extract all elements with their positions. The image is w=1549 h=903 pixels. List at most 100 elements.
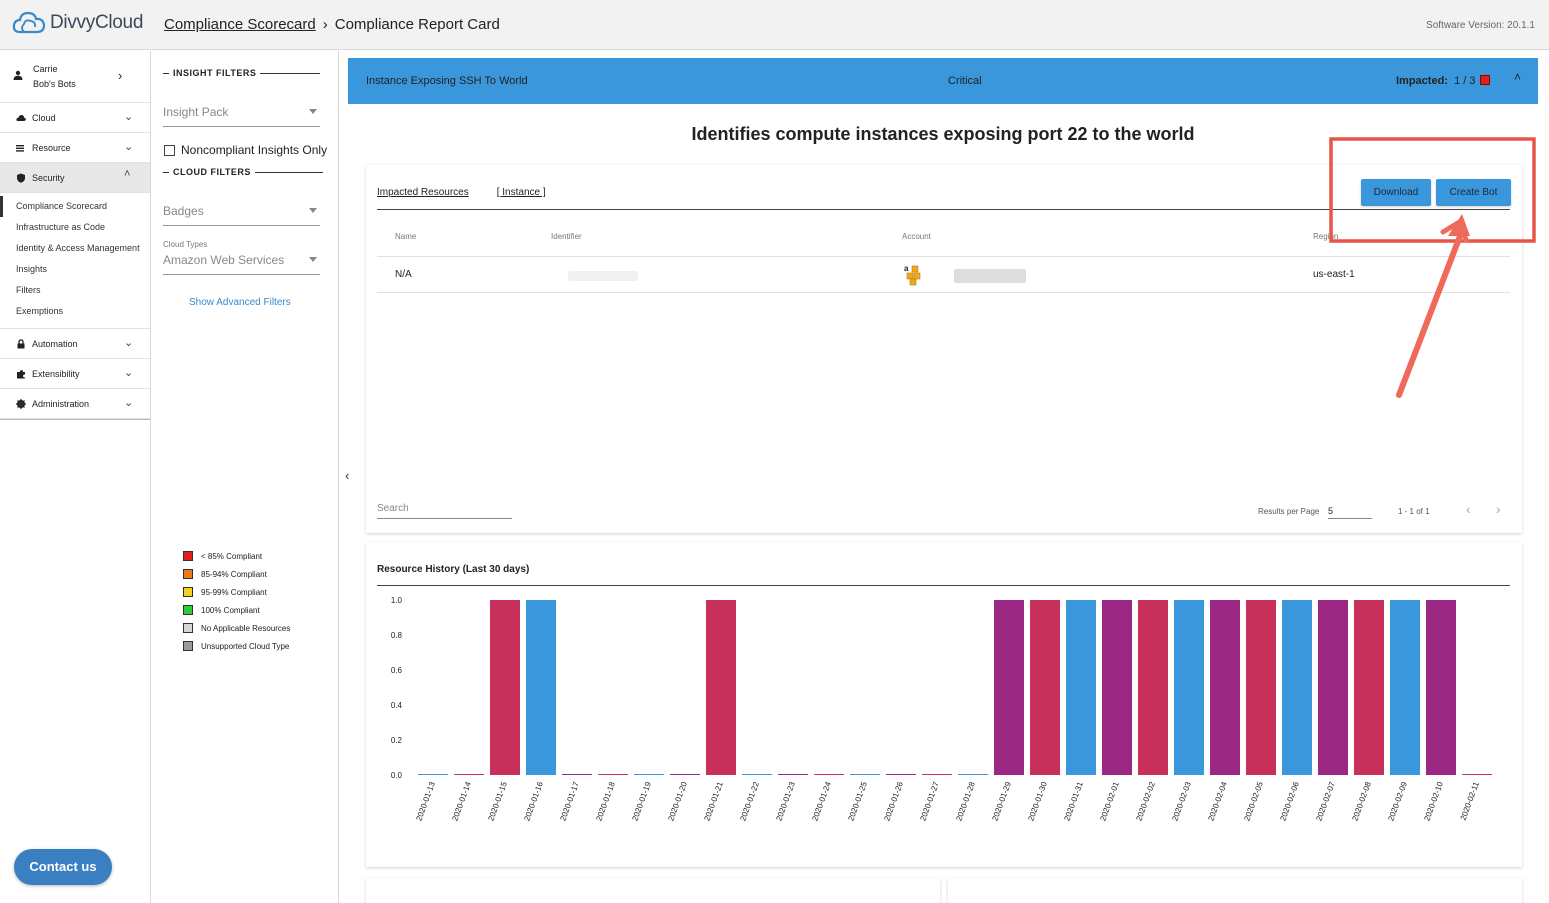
chart-bar[interactable] xyxy=(1138,600,1168,775)
chart-bar[interactable] xyxy=(1066,600,1096,775)
chart-bar[interactable] xyxy=(670,774,700,775)
x-tick-label: 2020-01-15 xyxy=(486,780,509,822)
chart-bar[interactable] xyxy=(1210,600,1240,775)
sidebar-item-administration[interactable]: Administration ⌄ xyxy=(0,389,150,419)
app-header: DivvyCloud Compliance Scorecard › Compli… xyxy=(0,0,1549,50)
subnav-compliance-scorecard[interactable]: Compliance Scorecard xyxy=(0,196,150,217)
logo-text: DivvyCloud xyxy=(50,12,144,33)
subnav-filters[interactable]: Filters xyxy=(16,285,41,295)
cloud-filters-heading: CLOUD FILTERS xyxy=(163,167,323,177)
chevron-right-icon: › xyxy=(118,68,123,83)
collapse-panel-icon[interactable]: ‹ xyxy=(345,468,350,483)
dropdown-arrow-icon xyxy=(309,208,317,213)
lock-icon xyxy=(17,339,25,349)
badges-select[interactable]: Badges xyxy=(163,204,320,226)
chart-bar[interactable] xyxy=(490,600,520,775)
chevron-down-icon: ⌄ xyxy=(124,141,134,153)
dropdown-arrow-icon xyxy=(309,257,317,262)
chart-bar[interactable] xyxy=(454,774,484,775)
chevron-up-icon[interactable]: ˄ xyxy=(1514,70,1522,84)
divider xyxy=(377,256,1510,257)
chart-bar[interactable] xyxy=(418,774,448,775)
chart-bar[interactable] xyxy=(1102,600,1132,775)
resource-history-chart: 1.0 0.8 0.6 0.4 0.2 0.0 2020-01-13 2020-01-14 20… xyxy=(391,596,1492,822)
chart-bar[interactable] xyxy=(1354,600,1384,775)
noncompliant-only-checkbox[interactable]: Noncompliant Insights Only xyxy=(164,143,327,157)
show-advanced-filters-link[interactable]: Show Advanced Filters xyxy=(189,297,291,308)
sidebar-item-resource[interactable]: Resource ⌄ xyxy=(0,133,150,163)
sidebar-item-cloud[interactable]: Cloud ⌄ xyxy=(0,103,150,133)
subnav-infrastructure-as-code[interactable]: Infrastructure as Code xyxy=(16,222,106,232)
sidebar-item-label: Security xyxy=(32,173,65,183)
breadcrumb-compliance-scorecard[interactable]: Compliance Scorecard xyxy=(164,16,316,33)
chart-bar[interactable] xyxy=(922,774,952,775)
column-header-region[interactable]: Region xyxy=(1313,232,1339,241)
chart-bar[interactable] xyxy=(598,774,628,775)
chart-bar[interactable] xyxy=(1390,600,1420,775)
chart-bar[interactable] xyxy=(1246,600,1276,775)
y-tick-label: 0.2 xyxy=(391,736,403,745)
sidebar-item-automation[interactable]: Automation ⌄ xyxy=(0,329,150,359)
column-header-name[interactable]: Name xyxy=(395,232,417,241)
chart-bar[interactable] xyxy=(526,600,556,775)
chart-bar[interactable] xyxy=(850,774,880,775)
person-icon xyxy=(13,70,23,80)
chart-bar[interactable] xyxy=(634,774,664,775)
chart-title: Resource History (Last 30 days) xyxy=(377,564,530,575)
insight-description: Identifies compute instances exposing po… xyxy=(691,124,1195,144)
chart-bar[interactable] xyxy=(1030,600,1060,775)
chart-bar[interactable] xyxy=(814,774,844,775)
svg-text:a: a xyxy=(904,264,909,273)
bottom-card-right xyxy=(948,878,1522,903)
chart-bar[interactable] xyxy=(994,600,1024,775)
create-bot-button[interactable]: Create Bot xyxy=(1436,179,1511,206)
search-input[interactable]: Search xyxy=(377,503,512,519)
checkbox[interactable] xyxy=(164,144,175,156)
x-tick-label: 2020-01-27 xyxy=(918,780,941,822)
tab-instance[interactable]: [ Instance ] xyxy=(496,187,546,198)
results-per-page-select[interactable]: 5 xyxy=(1328,506,1372,519)
column-header-identifier[interactable]: Identifier xyxy=(551,232,582,241)
sidebar-item-label: Automation xyxy=(32,339,78,349)
subnav-insights[interactable]: Insights xyxy=(16,264,48,274)
chart-bar[interactable] xyxy=(886,774,916,775)
tab-impacted-resources[interactable]: Impacted Resources xyxy=(377,187,469,198)
pagination-range: 1 - 1 of 1 xyxy=(1398,507,1430,516)
chart-bar[interactable] xyxy=(1174,600,1204,775)
chart-bar[interactable] xyxy=(1462,774,1492,775)
chart-bar[interactable] xyxy=(706,600,736,775)
impacted-value: 1 / 3 xyxy=(1454,75,1476,87)
contact-us-button[interactable]: Contact us xyxy=(14,849,112,885)
column-header-account[interactable]: Account xyxy=(902,232,931,241)
severity-label: Critical xyxy=(948,75,982,87)
prev-page-icon[interactable]: ‹ xyxy=(1466,501,1471,517)
chart-bar[interactable] xyxy=(1318,600,1348,775)
chart-bar[interactable] xyxy=(1282,600,1312,775)
chart-bar[interactable] xyxy=(562,774,592,775)
insight-title: Instance Exposing SSH To World xyxy=(366,75,528,87)
legend-label: Unsupported Cloud Type xyxy=(201,641,290,651)
divider xyxy=(377,292,1510,293)
logo[interactable]: DivvyCloud xyxy=(12,10,143,36)
chart-bar[interactable] xyxy=(742,774,772,775)
user-menu[interactable]: Carrie Bob's Bots › xyxy=(0,51,150,103)
chevron-down-icon: ⌄ xyxy=(124,111,134,123)
chart-bar[interactable] xyxy=(958,774,988,775)
download-button[interactable]: Download xyxy=(1361,179,1431,206)
status-square-icon xyxy=(1480,75,1490,85)
insight-pack-select[interactable]: Insight Pack xyxy=(163,105,320,127)
insight-banner[interactable]: Instance Exposing SSH To World Critical … xyxy=(348,58,1538,104)
chevron-right-icon: › xyxy=(322,16,328,33)
chart-bar[interactable] xyxy=(1426,600,1456,775)
next-page-icon[interactable]: › xyxy=(1496,501,1501,517)
sidebar-item-extensibility[interactable]: Extensibility ⌄ xyxy=(0,359,150,389)
legend-label: 85-94% Compliant xyxy=(201,569,267,579)
checkbox-label: Noncompliant Insights Only xyxy=(181,143,328,157)
sidebar-item-security[interactable]: Security ˄ xyxy=(0,163,150,193)
subnav-identity-access-management[interactable]: Identity & Access Management xyxy=(16,243,140,253)
cloud-types-select[interactable]: Amazon Web Services xyxy=(163,253,320,275)
legend-swatch xyxy=(183,623,193,633)
legend-label: < 85% Compliant xyxy=(201,551,263,561)
subnav-exemptions[interactable]: Exemptions xyxy=(16,306,64,316)
chart-bar[interactable] xyxy=(778,774,808,775)
